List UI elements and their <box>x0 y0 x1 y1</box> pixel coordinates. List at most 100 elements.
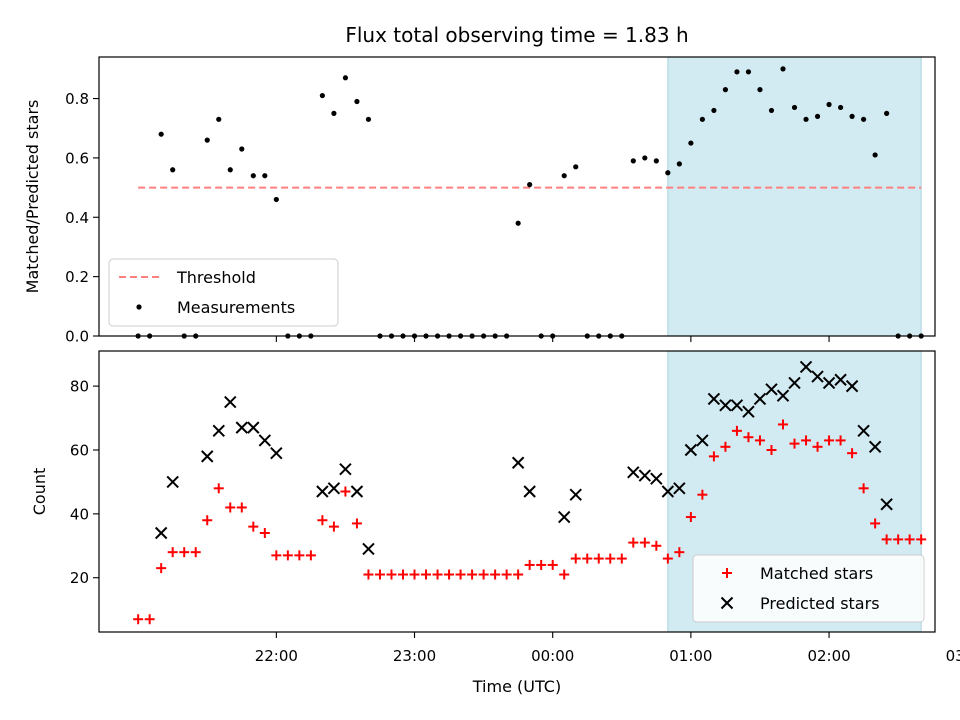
predicted-star-point <box>788 376 801 390</box>
matched-star-point <box>904 534 915 545</box>
measurement-point <box>861 116 867 122</box>
cross-stroke-b <box>523 485 536 498</box>
matched-star-point <box>870 518 881 529</box>
matched-star-point <box>144 614 155 625</box>
matched-star-point <box>259 528 270 539</box>
predicted-star-point <box>350 485 364 498</box>
predicted-star-point <box>834 373 847 386</box>
predicted-star-point <box>880 498 893 511</box>
predicted-star-point <box>224 395 237 409</box>
matched-star-point <box>847 448 858 459</box>
legend-measurements-swatch <box>136 304 142 310</box>
measurement-point <box>734 69 740 75</box>
measurement-point <box>653 158 659 164</box>
predicted-star-point <box>845 379 859 393</box>
cross-stroke-b <box>650 472 663 485</box>
matched-star-point <box>340 486 351 497</box>
predicted-star-point <box>799 360 813 374</box>
x-tick-label: 02:00 <box>807 647 850 665</box>
matched-star-point <box>213 483 224 494</box>
cross-stroke-b <box>661 485 675 498</box>
cross-stroke-b <box>201 450 214 463</box>
predicted-star-point <box>523 485 536 498</box>
matched-star-point <box>766 444 777 455</box>
x-tick-label: 23:00 <box>393 647 436 665</box>
cross-stroke-b <box>154 526 168 540</box>
matched-star-point <box>685 512 696 523</box>
matched-star-point <box>801 435 812 446</box>
measurement-point <box>319 92 325 99</box>
cross-stroke-b <box>673 482 686 495</box>
bottom-y-axis-ticks: 20 40 60 80 <box>70 378 99 587</box>
matched-star-point <box>190 547 201 558</box>
legend-predicted-label: Predicted stars <box>760 594 880 613</box>
matched-star-point <box>559 569 570 580</box>
predicted-star-point <box>201 450 214 463</box>
cross-stroke-b <box>880 498 893 511</box>
matched-star-point <box>616 553 627 564</box>
matched-star-point <box>317 515 328 526</box>
matched-star-point <box>778 419 788 430</box>
x-axis-label: Time (UTC) <box>472 677 561 696</box>
predicted-star-point <box>661 485 675 498</box>
matched-star-point <box>386 569 397 580</box>
matched-star-point <box>490 569 501 580</box>
chart-title: Flux total observing time = 1.83 h <box>345 23 688 47</box>
matched-star-point <box>478 569 489 580</box>
cross-stroke-b <box>765 383 778 396</box>
cross-stroke-b <box>558 510 571 524</box>
matched-star-point <box>513 569 524 580</box>
predicted-star-point <box>166 475 179 489</box>
measurement-point <box>630 158 636 164</box>
matched-star-point <box>294 550 305 561</box>
cross-stroke-b <box>627 466 640 479</box>
legend-plus-marker <box>722 568 732 578</box>
matched-star-point <box>547 559 558 570</box>
measurement-point <box>262 173 268 179</box>
predicted-star-point <box>316 485 329 498</box>
bottom-y-axis-label: Count <box>30 468 49 516</box>
predicted-star-point <box>212 424 225 438</box>
cross-stroke-b <box>224 395 237 409</box>
predicted-star-point <box>235 421 248 434</box>
predicted-star-point <box>511 456 525 469</box>
matched-star-point <box>582 553 593 564</box>
matched-star-point <box>305 550 316 561</box>
matched-star-point <box>444 569 455 580</box>
measurement-point <box>757 87 763 93</box>
matched-star-point <box>202 515 213 526</box>
cross-stroke-b <box>845 379 859 393</box>
predicted-star-point <box>339 462 352 476</box>
matched-star-point <box>570 553 581 564</box>
measurement-point <box>884 110 890 116</box>
matched-star-point <box>708 451 719 462</box>
cross-stroke-b <box>707 392 721 406</box>
top-y-axis-label: Matched/Predicted stars <box>23 100 42 294</box>
matched-star-point <box>639 537 650 548</box>
predicted-star-point <box>270 446 283 460</box>
cross-stroke-b <box>247 421 260 434</box>
cross-stroke-b <box>316 485 329 498</box>
matched-star-point <box>248 521 259 532</box>
top-y-axis-ticks: 0.0 0.2 0.4 0.6 0.8 <box>65 90 99 346</box>
cross-stroke-b <box>166 475 179 489</box>
measurement-point <box>250 173 256 179</box>
cross-stroke-b <box>788 376 801 390</box>
top-panel-ratio-plot: 0.00.20.40.60.8 Matched/Predicted stars … <box>23 56 936 346</box>
bottom-legend-box <box>692 554 925 623</box>
legend-measurements-label: Measurements <box>177 298 295 317</box>
matched-star-point <box>167 547 178 558</box>
predicted-star-point <box>742 405 755 418</box>
y-tick-label: 20 <box>70 569 89 587</box>
cross-stroke-b <box>822 376 836 390</box>
measurement-point <box>665 170 671 176</box>
matched-star-point <box>858 483 869 494</box>
matched-star-point <box>743 432 754 443</box>
legend-threshold-label: Threshold <box>176 268 256 287</box>
x-tick-label: 22:00 <box>255 647 298 665</box>
measurement-point <box>158 131 164 137</box>
cross-stroke-b <box>696 434 709 447</box>
cross-stroke-b <box>350 485 364 498</box>
predicted-star-point <box>684 443 698 457</box>
